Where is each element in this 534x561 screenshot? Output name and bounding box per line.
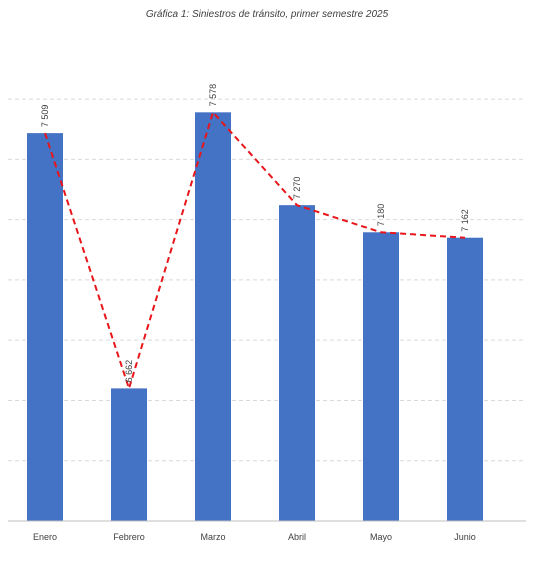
category-label: Enero xyxy=(33,532,57,542)
bars xyxy=(27,112,483,522)
category-labels: Enero Febrero Marzo Abril Mayo Junio xyxy=(33,532,476,542)
category-label: Abril xyxy=(288,532,306,542)
chart-title: Gráfica 1: Siniestros de tránsito, prime… xyxy=(145,9,389,20)
value-label: 7 162 xyxy=(460,209,470,232)
value-label: 7 180 xyxy=(376,204,386,227)
trend-line xyxy=(44,110,466,392)
value-label: 6 662 xyxy=(124,360,134,383)
value-labels: 7 509 6 662 7 578 7 270 7 180 7 162 xyxy=(40,84,470,383)
bar-febrero xyxy=(111,388,147,521)
bar-junio xyxy=(447,237,483,521)
bar-mayo xyxy=(363,232,399,521)
bar-enero xyxy=(27,133,63,521)
value-label: 7 509 xyxy=(40,105,50,128)
value-label: 7 270 xyxy=(292,177,302,200)
bar-marzo xyxy=(195,112,231,522)
category-label: Marzo xyxy=(200,532,225,542)
value-label: 7 578 xyxy=(208,84,218,107)
bar-abril xyxy=(279,205,315,521)
category-label: Febrero xyxy=(113,532,145,542)
category-label: Mayo xyxy=(370,532,392,542)
category-label: Junio xyxy=(454,532,476,542)
